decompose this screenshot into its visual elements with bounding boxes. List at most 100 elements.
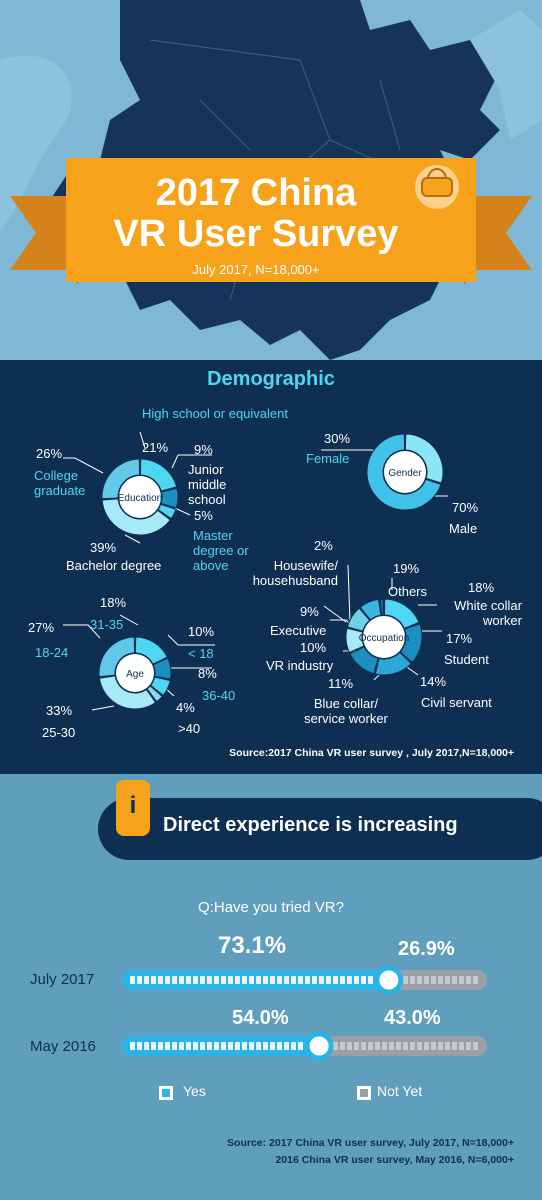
age-u18-label: < 18 <box>188 646 214 661</box>
occ-housewife-label: Housewife/ househusband <box>252 558 338 588</box>
row-label-july-2017: July 2017 <box>30 971 95 988</box>
occupation-slice-vr-industry <box>346 607 371 632</box>
occupation-slice-student <box>374 651 412 676</box>
education-center <box>119 476 161 518</box>
age-slice-40 <box>146 685 163 703</box>
bar-handle-july-2017 <box>374 965 404 995</box>
occ-others-pct: 19% <box>393 561 420 576</box>
age-18-pct: 27% <box>28 620 55 635</box>
occupation-slice-blue-collar-service-worker <box>345 627 365 654</box>
education-slice-bachelor-degree <box>101 498 171 536</box>
legend-no-label: Not Yet <box>377 1083 423 1099</box>
yes-value-2016: 54.0% <box>232 1007 289 1029</box>
age-slice-18-24 <box>98 636 136 678</box>
demographic-section: Education Gender Age Occupation Demographic… <box>0 360 542 774</box>
occupation-center-label: Occupation <box>359 633 410 644</box>
age-slice-25-30 <box>98 675 157 710</box>
edu-college-label: College graduate <box>34 468 86 498</box>
title-line-2: VR User Survey <box>113 213 399 255</box>
occ-executive-pct: 9% <box>300 604 319 619</box>
age-40-label: >40 <box>178 721 201 736</box>
age-slice-36-40 <box>149 676 171 697</box>
yes-value-2017: 73.1% <box>218 932 287 959</box>
edu-bachelor-pct: 39% <box>90 540 117 555</box>
education-slice-high-school-or-equivalent <box>139 458 178 492</box>
occ-vr-label: VR industry <box>266 658 334 673</box>
edu-highschool-pct: 21% <box>142 440 169 455</box>
occ-civil-label: Civil servant <box>421 695 492 710</box>
experience-section: i Direct experience is increasing Q:Have… <box>0 774 542 1200</box>
occupation-slice-housewife-househusband <box>379 598 385 616</box>
age-31-label: 31-35 <box>90 617 124 632</box>
occupation-slice-white-collar-worker <box>399 623 423 664</box>
question-text: Q:Have you tried VR? <box>198 899 344 916</box>
occ-white-pct: 18% <box>468 580 495 595</box>
tried-vr-chart <box>98 780 542 1100</box>
gender-slice-female <box>404 433 444 484</box>
gender-female-label: Female <box>306 451 350 466</box>
gender-female-pct: 30% <box>324 431 351 446</box>
education-slice-junior-middle-school <box>160 487 179 509</box>
age-u18-pct: 10% <box>188 624 215 639</box>
experience-source-line-2: 2016 China VR user survey, May 2016, N=6… <box>275 1154 514 1166</box>
occ-blue-label: Blue collar/ service worker <box>304 696 388 726</box>
row-label-may-2016: May 2016 <box>30 1038 96 1055</box>
occupation-slice-others <box>383 598 420 630</box>
no-value-2016: 43.0% <box>384 1007 441 1029</box>
legend-yes-label: Yes <box>183 1083 206 1099</box>
occ-student-label: Student <box>444 652 489 667</box>
occupation-center <box>363 616 405 658</box>
edu-highschool-label: High school or equivalent <box>142 406 288 421</box>
education-slice-college-graduate <box>101 458 141 500</box>
bar-handle-may-2016 <box>304 1031 334 1061</box>
age-36-pct: 8% <box>198 666 217 681</box>
gender-center <box>384 451 426 493</box>
subtitle: July 2017, N=18,000+ <box>192 262 320 277</box>
occupation-slice-executive <box>359 598 382 621</box>
occ-others-label: Others <box>388 584 428 599</box>
occ-white-label: White collar worker <box>454 598 522 628</box>
edu-college-pct: 26% <box>36 446 63 461</box>
edu-junior-label: Junior middle school <box>188 462 227 507</box>
edu-master-pct: 5% <box>194 508 213 523</box>
occ-vr-pct: 10% <box>300 640 327 655</box>
age-25-label: 25-30 <box>42 725 76 740</box>
header-section: 2017 China VR User Survey July 2017, N=1… <box>0 0 542 360</box>
experience-source-line-1: Source: 2017 China VR user survey, July … <box>227 1137 514 1149</box>
gender-male-pct: 70% <box>452 500 479 515</box>
china-map-illustration <box>0 0 542 360</box>
demographic-donut-charts: Education Gender Age Occupation <box>63 431 448 711</box>
age-40-pct: 4% <box>176 700 195 715</box>
edu-master-label: Master degree or above <box>193 528 249 573</box>
occ-blue-pct: 11% <box>328 676 354 691</box>
education-center-label: Education <box>118 493 162 504</box>
experience-title: Direct experience is increasing <box>163 814 458 836</box>
age-31-pct: 18% <box>100 595 127 610</box>
info-badge-number: i <box>129 792 137 819</box>
age-center-label: Age <box>126 669 144 680</box>
gender-center-label: Gender <box>388 468 422 479</box>
title-line-1: 2017 China <box>155 172 357 214</box>
age-18-label: 18-24 <box>35 645 69 660</box>
bar-yes-may-2016 <box>122 1036 320 1056</box>
gender-slice-male <box>366 433 442 511</box>
section-heading-bar <box>98 798 542 860</box>
edu-junior-pct: 9% <box>194 442 213 457</box>
edu-bachelor-label: Bachelor degree <box>66 558 162 573</box>
occ-executive-label: Executive <box>270 623 327 638</box>
age-slice-31-35 <box>134 636 168 665</box>
title-banner <box>66 158 476 282</box>
age-slice-18 <box>152 657 172 680</box>
occ-civil-pct: 14% <box>420 674 447 689</box>
occ-housewife-pct: 2% <box>314 538 333 553</box>
age-center <box>116 654 154 692</box>
no-value-2017: 26.9% <box>398 938 455 960</box>
bar-yes-july-2017 <box>122 970 389 990</box>
vr-headset-icon <box>415 165 459 209</box>
age-36-label: 36-40 <box>202 688 236 703</box>
demographic-source: Source:2017 China VR user survey , July … <box>229 747 514 759</box>
info-badge <box>116 780 150 836</box>
education-slice-master-degree-or-above <box>157 503 177 520</box>
age-25-pct: 33% <box>46 703 73 718</box>
gender-male-label: Male <box>449 521 478 536</box>
